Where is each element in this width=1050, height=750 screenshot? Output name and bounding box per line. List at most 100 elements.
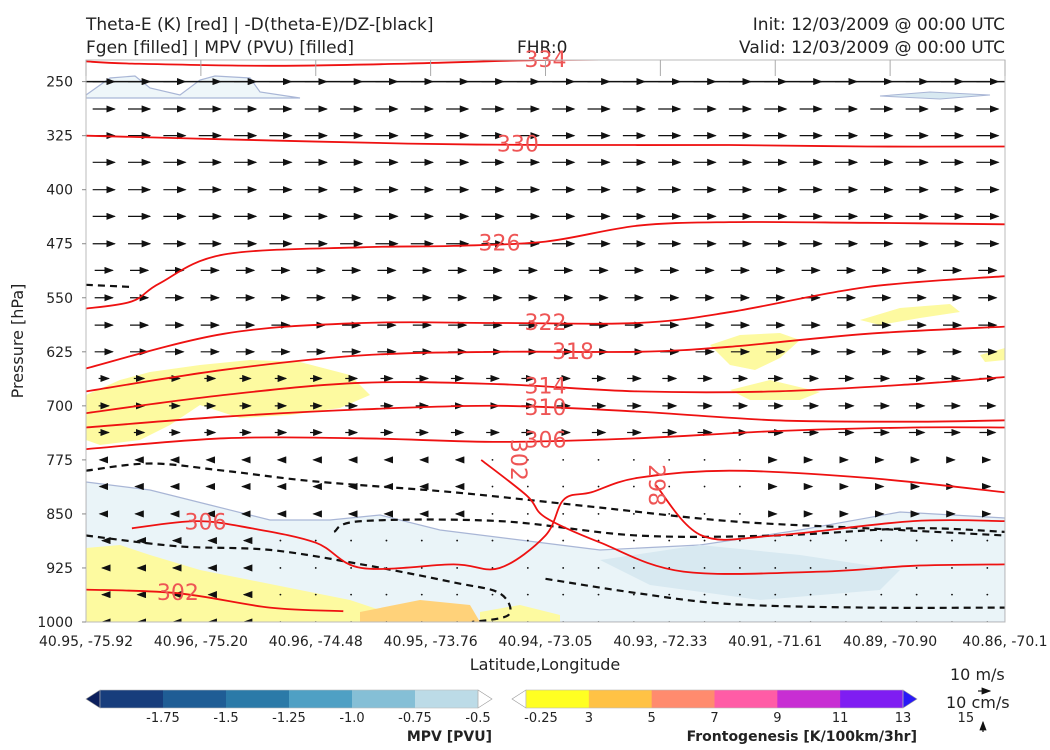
wind-arrow	[526, 485, 529, 488]
title-line-2: Fgen [filled] | MPV (PVU) [filled]	[86, 38, 355, 58]
wind-arrow	[703, 593, 706, 596]
wind-arrow	[597, 485, 600, 488]
wind-arrow	[774, 539, 777, 542]
y-tick-label: 250	[46, 75, 73, 91]
fgen-fill-6	[86, 545, 380, 622]
mpv-fill-upper	[86, 75, 301, 99]
colorbar-tick-label: -1.5	[213, 711, 238, 726]
wind-arrow	[491, 513, 494, 515]
wind-arrow	[703, 539, 706, 542]
fgen-fill-5	[980, 348, 1005, 362]
y-tick-label: 625	[46, 345, 73, 361]
wind-arrow	[809, 593, 812, 596]
wind-arrow	[314, 539, 317, 542]
fgen-fill-1	[86, 360, 370, 445]
x-tick-label: 40.89, -70.90	[843, 634, 937, 650]
wind-arrow	[385, 593, 388, 596]
wind-arrow	[703, 485, 706, 488]
x-tick-label: 40.95, -75.92	[39, 634, 133, 650]
wind-arrow	[562, 567, 565, 569]
x-axis-label: Latitude,Longitude	[470, 655, 621, 674]
wind-arrow	[951, 539, 953, 542]
colorbar-tick-label: -0.75	[398, 711, 432, 726]
wind-arrow	[597, 567, 600, 569]
wind-arrow	[279, 567, 282, 569]
mpv-fill-upper-right	[879, 91, 991, 100]
wind-arrow	[845, 539, 847, 542]
title-line-1: Theta-E (K) [red] | -D(theta-E)/DZ-[blac…	[86, 15, 434, 35]
wind-arrow	[632, 485, 635, 488]
theta-e-contour	[655, 484, 1005, 541]
y-axis-label: Pressure [hPa]	[8, 284, 27, 399]
theta-e-contour	[86, 588, 344, 613]
theta-e-contours	[86, 60, 1005, 613]
fgen-fill-7	[360, 600, 480, 622]
colorbar-tick-label: 9	[773, 711, 781, 726]
x-tick-label: 40.95, -73.76	[384, 634, 478, 650]
colorbar-tick-label: -0.5	[465, 711, 490, 726]
wind-arrow	[809, 539, 812, 542]
forecast-hour: FHR:0	[517, 38, 568, 58]
wind-arrow	[632, 539, 635, 542]
filled-fields	[86, 75, 1005, 622]
wind-arrow	[668, 458, 671, 461]
theta-e-contour	[86, 60, 626, 67]
wind-arrow	[668, 485, 671, 488]
wind-arrow	[632, 513, 635, 515]
colorbar-frame	[99, 689, 479, 709]
wind-arrow	[279, 539, 282, 542]
wind-arrow	[703, 567, 706, 569]
theta-e-contour	[86, 221, 1005, 310]
wind-arrow	[562, 593, 565, 596]
wind-arrow	[915, 567, 918, 569]
x-tick-label: 40.96, -75.20	[154, 634, 248, 650]
colorbar-segment	[714, 690, 778, 708]
wind-arrow	[668, 593, 671, 596]
y-tick-label: 325	[46, 129, 73, 145]
fgen-colorbar-title: Frontogenesis [K/100km/3hr]	[687, 729, 917, 745]
wind-arrow	[562, 539, 565, 542]
x-tick-label: 40.96, -74.48	[269, 634, 363, 650]
theta-e-label: 322	[525, 311, 567, 336]
wind-arrow	[597, 458, 600, 461]
colorbar-segment	[352, 690, 416, 708]
wind-arrow	[562, 458, 565, 461]
wind-arrow	[739, 539, 741, 542]
wind-arrow	[491, 485, 494, 488]
mpv-colorbar-title: MPV [PVU]	[407, 729, 492, 745]
y-tick-label: 400	[46, 183, 73, 199]
wind-arrow	[915, 539, 918, 542]
y-tick-label: 550	[46, 291, 73, 307]
wind-arrow	[632, 593, 635, 596]
colorbar-tick-label: 13	[895, 711, 912, 726]
wind-arrow	[456, 567, 459, 569]
wind-arrow	[668, 539, 671, 542]
fgen-fill-8	[480, 605, 560, 622]
theta-e-label: 330	[497, 133, 539, 158]
y-tick-label: 700	[46, 399, 73, 415]
x-tick-label: 40.86, -70.1	[962, 634, 1047, 650]
theta-e-contour	[86, 426, 1005, 450]
theta-e-label: 306	[525, 429, 567, 454]
fgen-colorbar: 3 5 7 9 11 13 15	[511, 689, 974, 726]
colorbar-frame	[525, 689, 904, 709]
colorbar-tick-label: -0.25	[524, 711, 558, 726]
wind-key-bottom: 10 cm/s	[946, 693, 1010, 712]
x-tick-label: 40.94, -73.05	[498, 634, 592, 650]
fgen-fill-2	[710, 333, 800, 370]
colorbar-extend-high	[902, 689, 918, 709]
dthetadz-contour	[86, 283, 132, 289]
colorbar-tick-label: -1.25	[272, 711, 306, 726]
wind-arrow	[526, 593, 529, 596]
colorbar-segment	[777, 690, 841, 708]
y-tick-label: 1000	[37, 615, 73, 631]
wind-arrow	[562, 485, 565, 488]
dthetadz-contour	[86, 462, 1005, 537]
y-tick-label: 775	[46, 453, 73, 469]
colorbar-segment	[100, 690, 164, 708]
fgen-fill-4	[860, 304, 960, 325]
wind-arrow	[491, 539, 494, 542]
theta-e-contour	[86, 325, 1005, 393]
wind-arrow	[420, 593, 423, 596]
